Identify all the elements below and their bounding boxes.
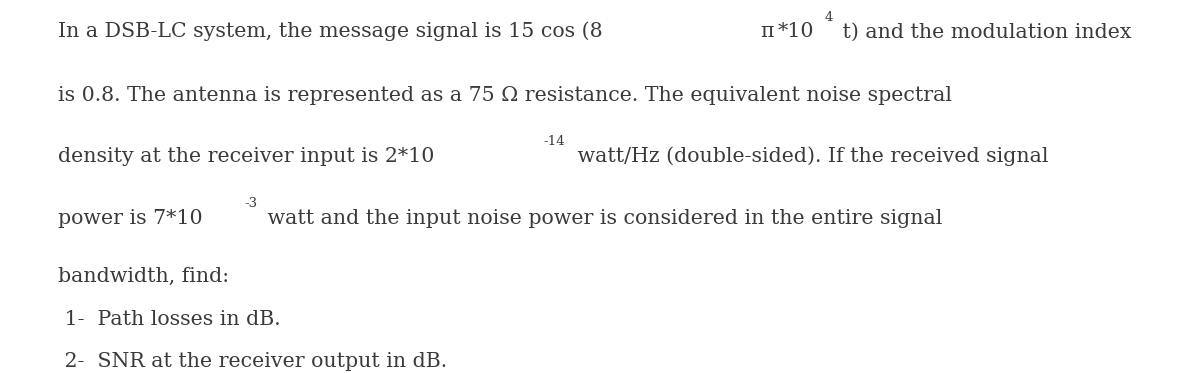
- Text: 1-  Path losses in dB.: 1- Path losses in dB.: [58, 310, 281, 329]
- Text: *10: *10: [778, 22, 815, 41]
- Text: is 0.8. The antenna is represented as a 75 Ω resistance. The equivalent noise sp: is 0.8. The antenna is represented as a …: [58, 86, 952, 105]
- Text: 2-  SNR at the receiver output in dB.: 2- SNR at the receiver output in dB.: [58, 352, 446, 372]
- Text: power is 7*10: power is 7*10: [58, 209, 203, 228]
- Text: bandwidth, find:: bandwidth, find:: [58, 267, 229, 286]
- Text: -3: -3: [245, 197, 257, 210]
- Text: -14: -14: [544, 135, 565, 148]
- Text: In a DSB-LC system, the message signal is 15 cos (8: In a DSB-LC system, the message signal i…: [58, 22, 602, 41]
- Text: density at the receiver input is 2*10: density at the receiver input is 2*10: [58, 147, 434, 166]
- Text: t) and the modulation index: t) and the modulation index: [835, 22, 1132, 41]
- Text: watt/Hz (double-sided). If the received signal: watt/Hz (double-sided). If the received …: [571, 147, 1049, 166]
- Text: π: π: [761, 22, 774, 41]
- Text: watt and the input noise power is considered in the entire signal: watt and the input noise power is consid…: [262, 209, 942, 228]
- Text: 4: 4: [824, 10, 833, 23]
